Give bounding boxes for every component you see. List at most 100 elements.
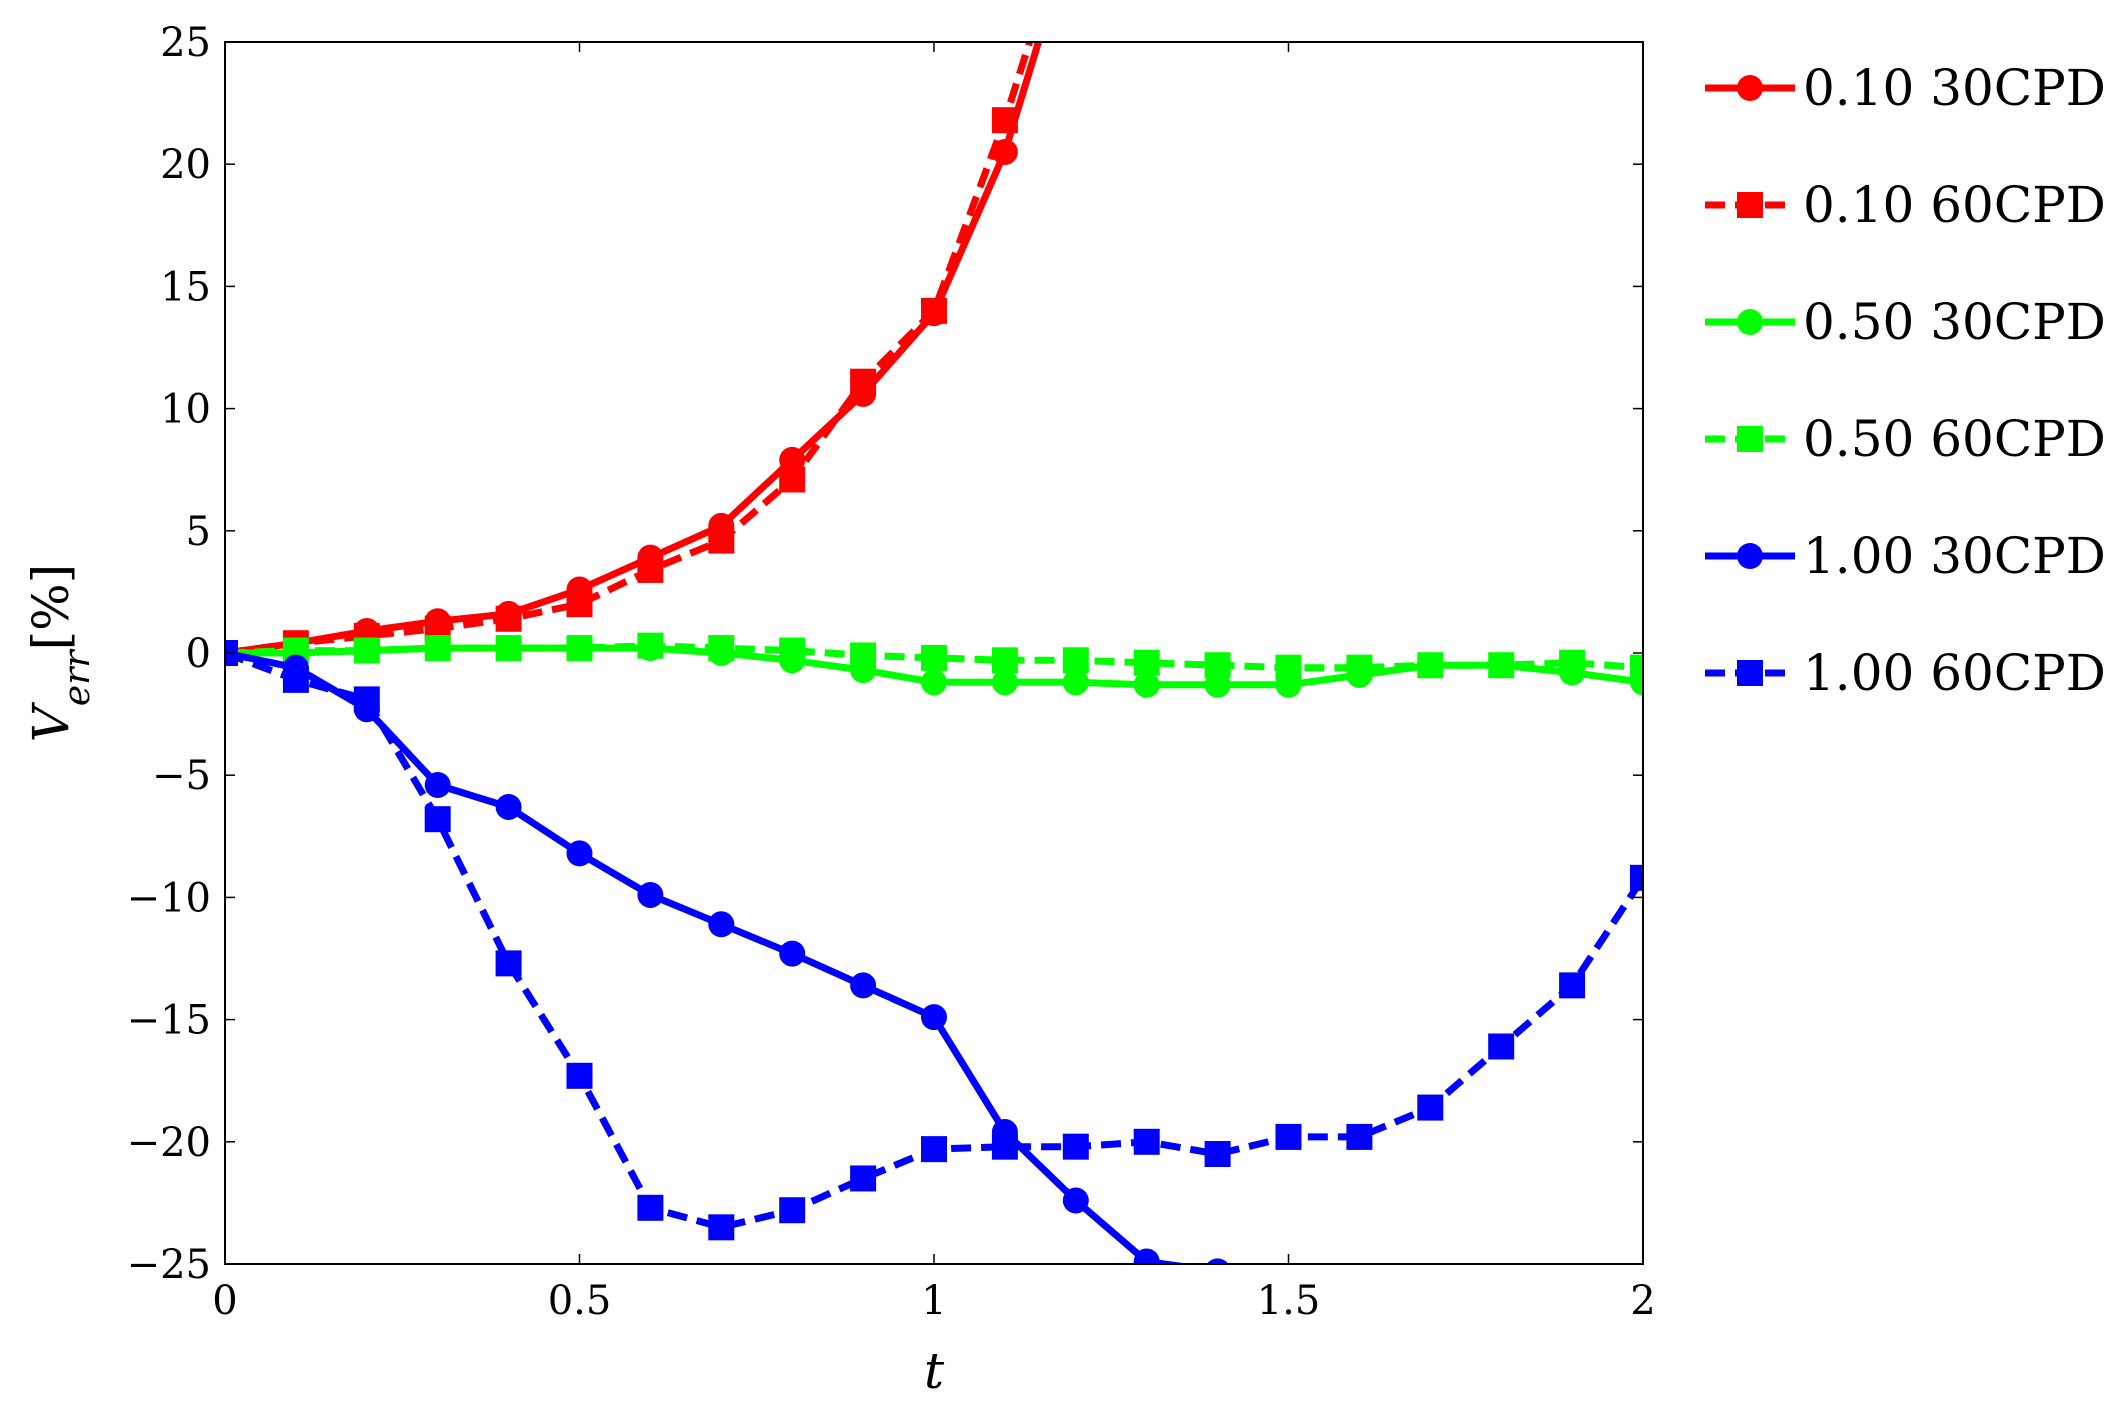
square-marker xyxy=(779,466,806,493)
legend-item: 0.50 60CPD xyxy=(1705,410,2106,468)
legend-item: 1.00 60CPD xyxy=(1705,644,2106,702)
square-marker xyxy=(1630,864,1643,891)
legend-label: 0.50 60CPD xyxy=(1803,410,2106,468)
circle-marker xyxy=(495,793,522,820)
circle-marker xyxy=(1062,669,1089,696)
square-marker xyxy=(1062,647,1089,674)
square-marker xyxy=(708,635,735,662)
legend-label: 1.00 30CPD xyxy=(1803,527,2106,585)
series-1-00-60cpd xyxy=(225,640,1643,1241)
square-marker xyxy=(921,1136,947,1163)
square-marker xyxy=(424,635,451,662)
circle-marker xyxy=(991,669,1018,696)
legend-item: 1.00 30CPD xyxy=(1705,527,2106,585)
square-marker xyxy=(1488,652,1515,679)
circle-marker xyxy=(1206,1258,1229,1264)
square-marker xyxy=(1275,654,1302,681)
square-marker xyxy=(1204,1141,1231,1168)
square-marker xyxy=(1630,654,1643,681)
y-tick-label: 0 xyxy=(186,631,211,677)
legend-marker xyxy=(1737,309,1763,335)
y-axis-title-suffix: [%] xyxy=(22,564,80,651)
square-marker xyxy=(637,556,664,583)
y-tick-label: 10 xyxy=(160,387,211,433)
y-tick-label: 20 xyxy=(160,142,211,188)
square-marker xyxy=(708,1214,735,1241)
square-marker xyxy=(991,1133,1018,1160)
x-tick-label: 1 xyxy=(921,1278,946,1324)
square-marker xyxy=(850,368,877,395)
y-tick-label: 5 xyxy=(186,509,211,555)
square-marker xyxy=(495,635,522,662)
square-marker xyxy=(1204,652,1231,679)
square-marker xyxy=(708,527,735,554)
circle-marker xyxy=(921,1004,947,1031)
x-tick-label: 0.5 xyxy=(548,1278,612,1324)
square-marker xyxy=(921,644,947,671)
square-marker xyxy=(566,591,593,618)
legend-marker xyxy=(1737,426,1763,452)
square-marker xyxy=(991,647,1018,674)
y-tick-label: −10 xyxy=(127,875,211,921)
x-tick-label: 1.5 xyxy=(1257,1278,1321,1324)
y-tick-label: −20 xyxy=(127,1120,211,1166)
square-marker xyxy=(991,107,1018,134)
square-marker xyxy=(850,642,877,669)
square-marker xyxy=(850,1165,877,1192)
y-tick-label: 25 xyxy=(160,20,211,66)
series-0-50-60cpd xyxy=(225,632,1643,681)
series-line xyxy=(225,649,1191,1264)
square-marker xyxy=(282,666,309,693)
ticks-layer: 0 0.5 1 1.5 2 −25 −20 −15 −10 −5 0 5 10 15 20 25 xyxy=(127,20,1656,1324)
square-marker xyxy=(353,686,380,713)
square-marker xyxy=(1559,972,1586,999)
y-tick-label: 15 xyxy=(160,264,211,310)
square-marker xyxy=(637,632,664,659)
legend-label: 1.00 60CPD xyxy=(1803,644,2106,702)
y-tick-label: −25 xyxy=(127,1242,211,1288)
square-marker xyxy=(566,635,593,662)
square-marker xyxy=(637,1194,664,1221)
square-marker xyxy=(566,1062,593,1089)
circle-marker xyxy=(1133,1248,1160,1264)
square-marker xyxy=(1346,1123,1373,1150)
circle-marker xyxy=(1062,1187,1089,1214)
y-axis-title: Verr[%] xyxy=(22,564,98,742)
square-marker xyxy=(1417,652,1444,679)
circle-marker xyxy=(921,669,947,696)
circle-marker xyxy=(1204,671,1231,698)
circle-marker xyxy=(850,972,877,999)
legend-label: 0.10 60CPD xyxy=(1803,176,2106,234)
square-marker xyxy=(495,605,522,632)
series-0-10-60cpd xyxy=(225,42,1034,666)
x-tick-label: 2 xyxy=(1630,1278,1655,1324)
circle-marker xyxy=(779,446,806,473)
square-marker xyxy=(353,637,380,664)
legend: 0.10 30CPD 0.10 60CPD 0.50 30CPD 0.50 60CPD… xyxy=(1705,59,2106,702)
legend-marker xyxy=(1737,660,1763,686)
series-1-00-30cpd xyxy=(225,640,1229,1264)
square-marker xyxy=(424,806,451,833)
y-tick-label: −15 xyxy=(127,998,211,1044)
legend-label: 0.10 30CPD xyxy=(1803,59,2106,117)
square-marker xyxy=(779,1197,806,1224)
legend-item: 0.10 60CPD xyxy=(1705,176,2106,234)
legend-label: 0.50 30CPD xyxy=(1803,293,2106,351)
circle-marker xyxy=(708,911,735,938)
y-axis-title-base: V xyxy=(22,701,80,742)
y-tick-label: −5 xyxy=(152,753,211,799)
square-marker xyxy=(1062,1133,1089,1160)
square-marker xyxy=(1559,649,1586,676)
y-axis-title-sub: err xyxy=(57,649,98,707)
square-marker xyxy=(779,637,806,664)
legend-item: 0.10 30CPD xyxy=(1705,59,2106,117)
series-layer xyxy=(225,42,1643,1264)
square-marker xyxy=(1417,1094,1444,1121)
legend-marker xyxy=(1737,75,1763,101)
square-marker xyxy=(1133,1128,1160,1155)
square-marker xyxy=(1346,654,1373,681)
circle-marker xyxy=(424,771,451,798)
legend-marker xyxy=(1737,543,1763,569)
